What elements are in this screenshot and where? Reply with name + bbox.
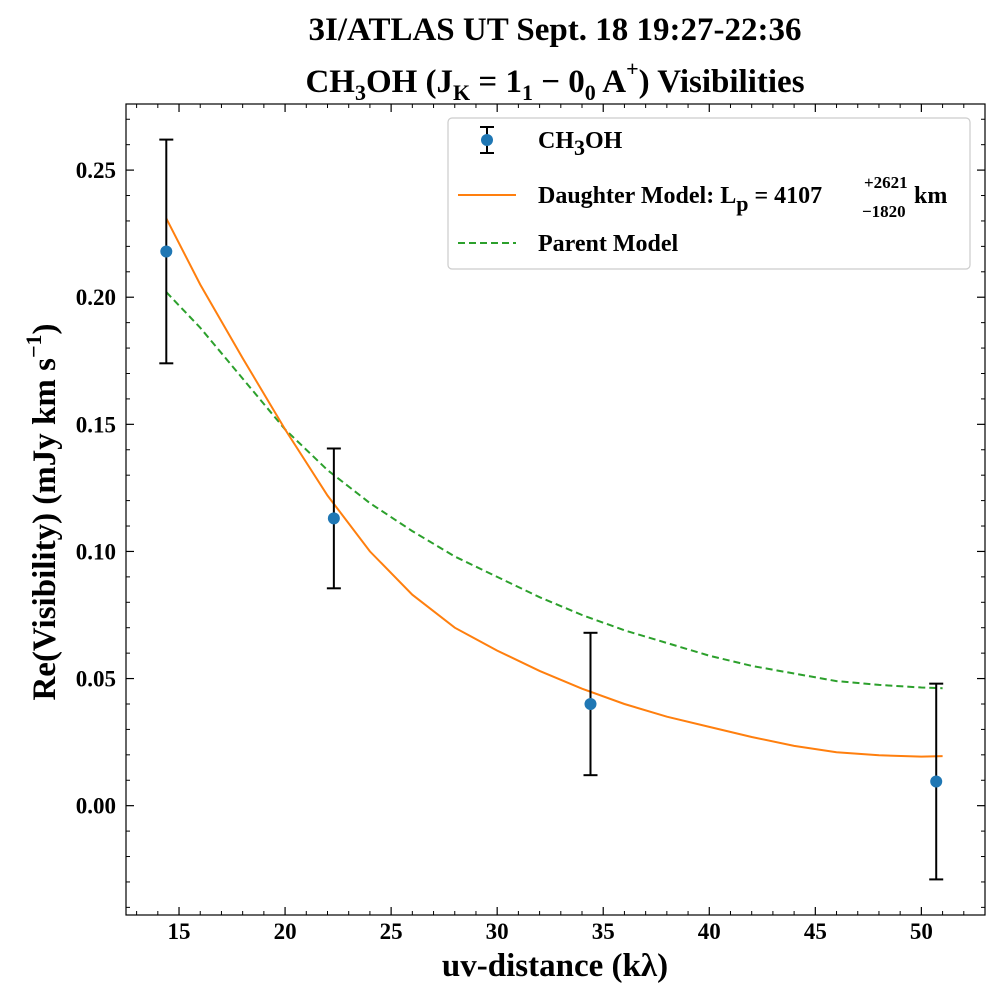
data-point bbox=[930, 775, 943, 788]
x-axis-label: uv-distance (kλ) bbox=[442, 948, 668, 984]
legend-label-ch3oh: CH3OH bbox=[538, 128, 623, 160]
x-tick-label: 35 bbox=[592, 919, 615, 944]
legend-box bbox=[447, 117, 971, 270]
plot-area bbox=[125, 103, 986, 916]
y-tick-label: 0.15 bbox=[76, 412, 116, 437]
legend-daughter-upper-error: +2621 bbox=[864, 173, 908, 192]
y-tick-label: 0.20 bbox=[76, 285, 116, 310]
x-tick-label: 45 bbox=[804, 919, 827, 944]
axis-ticks: 15 20 25 30 35 40 45 50 0.00 0.05 0.10 0.15 0.20 0.25 bbox=[76, 104, 985, 944]
data-point bbox=[584, 697, 597, 710]
x-tick-label: 15 bbox=[168, 919, 191, 944]
chart-title-line2: CH3OH (JK = 11 − 00 A+) Visibilities bbox=[305, 56, 804, 105]
legend-label-parent: Parent Model bbox=[538, 231, 679, 257]
legend-label-daughter: Daughter Model: Lp = 4107 bbox=[538, 183, 822, 216]
y-tick-label: 0.00 bbox=[76, 794, 116, 819]
x-tick-label: 50 bbox=[910, 919, 933, 944]
legend-daughter-unit: km bbox=[914, 183, 947, 209]
data-points bbox=[159, 138, 944, 881]
chart-title-line1: 3I/ATLAS UT Sept. 18 19:27-22:36 bbox=[309, 12, 802, 48]
model-curves bbox=[165, 217, 943, 758]
parent-model-line bbox=[165, 291, 943, 690]
x-tick-label: 40 bbox=[698, 919, 721, 944]
daughter-model-line bbox=[165, 217, 943, 758]
legend-marker-ch3oh bbox=[480, 126, 494, 154]
data-point bbox=[327, 512, 340, 525]
y-tick-label: 0.25 bbox=[76, 158, 116, 183]
x-tick-label: 20 bbox=[274, 919, 297, 944]
y-tick-label: 0.05 bbox=[76, 667, 116, 692]
y-axis-label: Re(Visibility) (mJy km s−1) bbox=[21, 323, 63, 700]
y-tick-label: 0.10 bbox=[76, 539, 116, 564]
legend-daughter-lower-error: −1820 bbox=[862, 202, 906, 221]
x-tick-label: 30 bbox=[486, 919, 509, 944]
legend: CH3OH Daughter Model: Lp = 4107 +2621 −1… bbox=[447, 117, 971, 270]
data-point bbox=[160, 245, 173, 258]
x-tick-label: 25 bbox=[380, 919, 403, 944]
